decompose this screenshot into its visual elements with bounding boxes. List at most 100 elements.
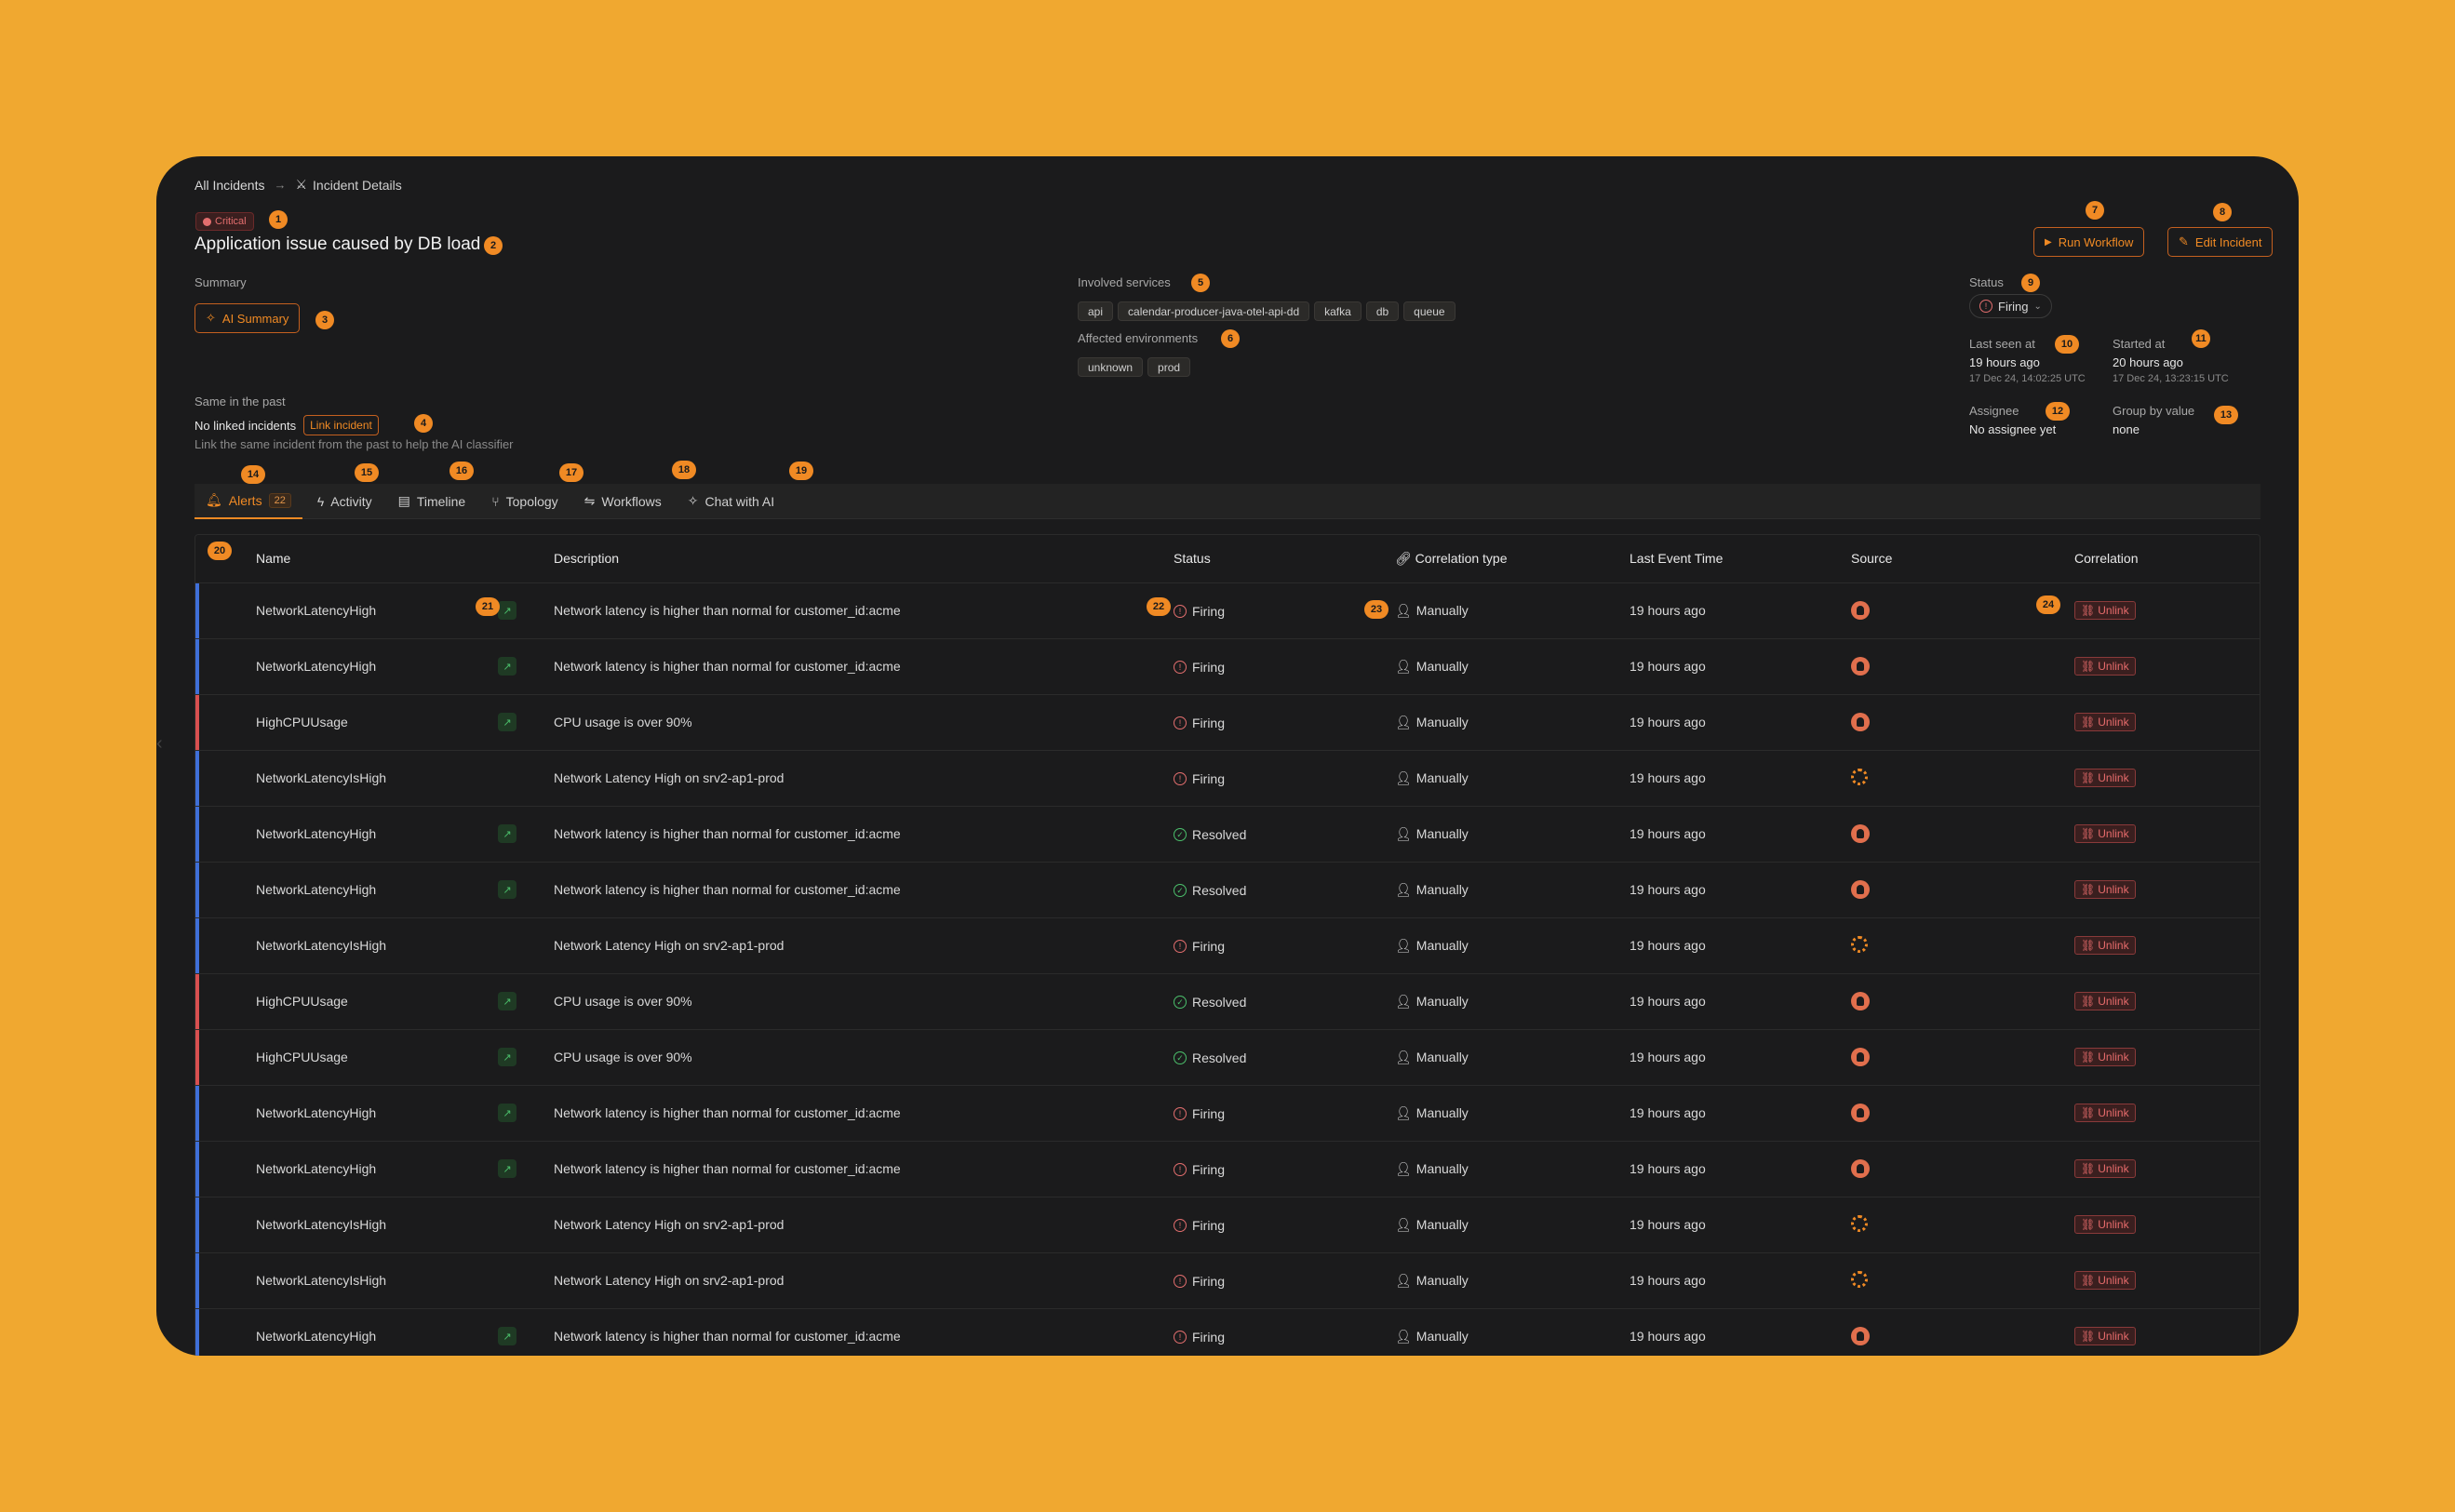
unlink-button[interactable]: ⛓︎ Unlink xyxy=(2074,1215,2136,1234)
table-row[interactable]: NetworkLatencyHigh ↗ Network latency is … xyxy=(195,1308,2260,1356)
external-link-icon[interactable]: ↗ xyxy=(498,713,516,731)
alert-correlation-type: Manually xyxy=(1415,715,1469,729)
alert-last-event-time: 19 hours ago xyxy=(1630,917,1851,974)
external-link-icon[interactable]: ↗ xyxy=(498,992,516,1010)
header-last-event-time[interactable]: Last Event Time xyxy=(1630,535,1851,583)
table-row[interactable]: NetworkLatencyHigh ↗ Network latency is … xyxy=(195,1141,2260,1198)
table-row[interactable]: NetworkLatencyHigh ↗ Network latency is … xyxy=(195,582,2260,639)
table-row[interactable]: NetworkLatencyIsHigh Network Latency Hig… xyxy=(195,1252,2260,1309)
alert-correlation-type: Manually xyxy=(1415,659,1469,674)
alert-status: Resolved xyxy=(1192,883,1247,899)
alert-correlation-type-cell: 👤︎ Manually xyxy=(1395,750,1630,807)
alert-correlation-type-cell: 👤︎ Manually xyxy=(1395,1029,1630,1086)
unlink-button[interactable]: ⛓︎ Unlink xyxy=(2074,824,2136,843)
edit-incident-button[interactable]: ✎ Edit Incident xyxy=(2167,227,2274,257)
unlink-button[interactable]: ⛓︎ Unlink xyxy=(2074,992,2136,1010)
unlink-button[interactable]: ⛓︎ Unlink xyxy=(2074,1159,2136,1178)
table-row[interactable]: NetworkLatencyIsHigh Network Latency Hig… xyxy=(195,917,2260,974)
external-link-icon[interactable]: ↗ xyxy=(498,1327,516,1345)
unlink-button[interactable]: ⛓︎ Unlink xyxy=(2074,936,2136,955)
person-icon: 👤︎ xyxy=(1395,1272,1412,1288)
timeline-icon: ▤ xyxy=(397,493,410,508)
header-correlation[interactable]: Correlation xyxy=(2028,535,2260,583)
table-row[interactable]: NetworkLatencyHigh ↗ Network latency is … xyxy=(195,638,2260,695)
severity-bar xyxy=(195,1029,199,1085)
header-name[interactable]: Name xyxy=(256,535,498,583)
unlink-button[interactable]: ⛓︎ Unlink xyxy=(2074,657,2136,676)
alert-name: HighCPUUsage xyxy=(256,1029,498,1086)
unlink-button[interactable]: ⛓︎ Unlink xyxy=(2074,769,2136,787)
breadcrumb-all-incidents[interactable]: All Incidents xyxy=(195,177,265,193)
table-row[interactable]: NetworkLatencyIsHigh Network Latency Hig… xyxy=(195,1197,2260,1253)
ai-summary-button[interactable]: ✧ AI Summary xyxy=(195,303,301,333)
summary-label: Summary xyxy=(195,275,247,289)
alert-status-cell: ✓ Resolved xyxy=(1174,806,1395,863)
external-link-icon[interactable]: ↗ xyxy=(498,1159,516,1178)
environment-chip: prod xyxy=(1147,357,1191,377)
sentry-icon xyxy=(1851,880,1870,899)
row-severity-cell xyxy=(195,973,256,1030)
external-link-icon[interactable]: ↗ xyxy=(498,824,516,843)
sentry-icon xyxy=(1851,713,1870,731)
unlink-button[interactable]: ⛓︎ Unlink xyxy=(2074,1048,2136,1066)
tab-activity[interactable]: ϟ Activity xyxy=(306,484,383,519)
table-row[interactable]: HighCPUUsage ↗ CPU usage is over 90% ✓ Re… xyxy=(195,973,2260,1030)
alert-name: NetworkLatencyHigh xyxy=(256,638,498,695)
tab-chat-with-ai[interactable]: ✧ Chat with AI xyxy=(677,484,785,519)
external-link-icon[interactable]: ↗ xyxy=(498,1048,516,1066)
tab-topology[interactable]: ⑂ Topology xyxy=(480,484,569,519)
breadcrumb: All Incidents → ⚔ Incident Details xyxy=(195,177,402,193)
run-workflow-button[interactable]: ▶ Run Workflow xyxy=(2033,227,2145,257)
link-incident-button[interactable]: Link incident xyxy=(303,415,379,435)
table-row[interactable]: NetworkLatencyIsHigh Network Latency Hig… xyxy=(195,750,2260,807)
unlink-button[interactable]: ⛓︎ Unlink xyxy=(2074,1271,2136,1290)
header-source[interactable]: Source xyxy=(1851,535,2028,583)
alert-status: Firing xyxy=(1192,660,1226,675)
sparkles-icon: ✧ xyxy=(687,493,699,508)
marker-24: 24 xyxy=(2036,595,2060,614)
header-correlation-type[interactable]: 🔗︎ Correlation type xyxy=(1395,535,1630,583)
alert-link-cell xyxy=(498,1252,554,1309)
unlink-button[interactable]: ⛓︎ Unlink xyxy=(2074,601,2136,620)
alert-last-event-time: 19 hours ago xyxy=(1630,1252,1851,1309)
table-row[interactable]: NetworkLatencyHigh ↗ Network latency is … xyxy=(195,1085,2260,1142)
tab-workflows[interactable]: ⇋ Workflows xyxy=(573,484,673,519)
unlink-button[interactable]: ⛓︎ Unlink xyxy=(2074,713,2136,731)
external-link-icon[interactable]: ↗ xyxy=(498,880,516,899)
tab-timeline[interactable]: ▤ Timeline xyxy=(387,484,477,519)
header-status[interactable]: Status xyxy=(1174,535,1395,583)
unlink-button[interactable]: ⛓︎ Unlink xyxy=(2074,1104,2136,1122)
unlink-button[interactable]: ⛓︎ Unlink xyxy=(2074,880,2136,899)
alert-description: Network latency is higher than normal fo… xyxy=(554,638,1174,695)
alert-link-cell: ↗ xyxy=(498,1029,554,1086)
unlink-button[interactable]: ⛓︎ Unlink xyxy=(2074,1327,2136,1345)
unlink-label: Unlink xyxy=(2098,1162,2129,1175)
table-row[interactable]: NetworkLatencyHigh ↗ Network latency is … xyxy=(195,806,2260,863)
table-row[interactable]: HighCPUUsage ↗ CPU usage is over 90% ! Fi… xyxy=(195,694,2260,751)
person-icon: 👤︎ xyxy=(1395,714,1412,729)
row-severity-cell xyxy=(195,1141,256,1198)
tab-chat-label: Chat with AI xyxy=(704,493,775,509)
alert-correlation-cell: ⛓︎ Unlink xyxy=(2028,862,2260,918)
external-link-icon[interactable]: ↗ xyxy=(498,657,516,676)
alert-status: Firing xyxy=(1192,604,1226,619)
header-description[interactable]: Description xyxy=(554,535,1174,583)
external-link-icon[interactable]: ↗ xyxy=(498,601,516,620)
unlink-icon: ⛓︎ xyxy=(2081,1274,2096,1287)
alert-name: NetworkLatencyIsHigh xyxy=(256,1252,498,1309)
alert-description: Network latency is higher than normal fo… xyxy=(554,806,1174,863)
alert-link-cell: ↗ xyxy=(498,862,554,918)
status-dropdown[interactable]: ! Firing ⌄ xyxy=(1969,294,2052,318)
person-icon: 👤︎ xyxy=(1395,1328,1412,1344)
external-link-icon[interactable]: ↗ xyxy=(498,1104,516,1122)
sentry-icon xyxy=(1851,992,1870,1010)
alerts-table: Name Description Status 🔗︎ Correlation t… xyxy=(195,535,2260,1356)
table-row[interactable]: HighCPUUsage ↗ CPU usage is over 90% ✓ Re… xyxy=(195,1029,2260,1086)
alert-status: Firing xyxy=(1192,1162,1226,1177)
collapse-handle-icon[interactable]: ‹ xyxy=(156,733,163,754)
table-row[interactable]: NetworkLatencyHigh ↗ Network latency is … xyxy=(195,862,2260,918)
chevron-down-icon: ⌄ xyxy=(2033,301,2042,312)
alert-status-cell: ! Firing xyxy=(1174,1308,1395,1356)
tab-alerts[interactable]: 🔔︎ Alerts 22 xyxy=(195,484,302,519)
alerts-count-badge: 22 xyxy=(268,492,291,508)
